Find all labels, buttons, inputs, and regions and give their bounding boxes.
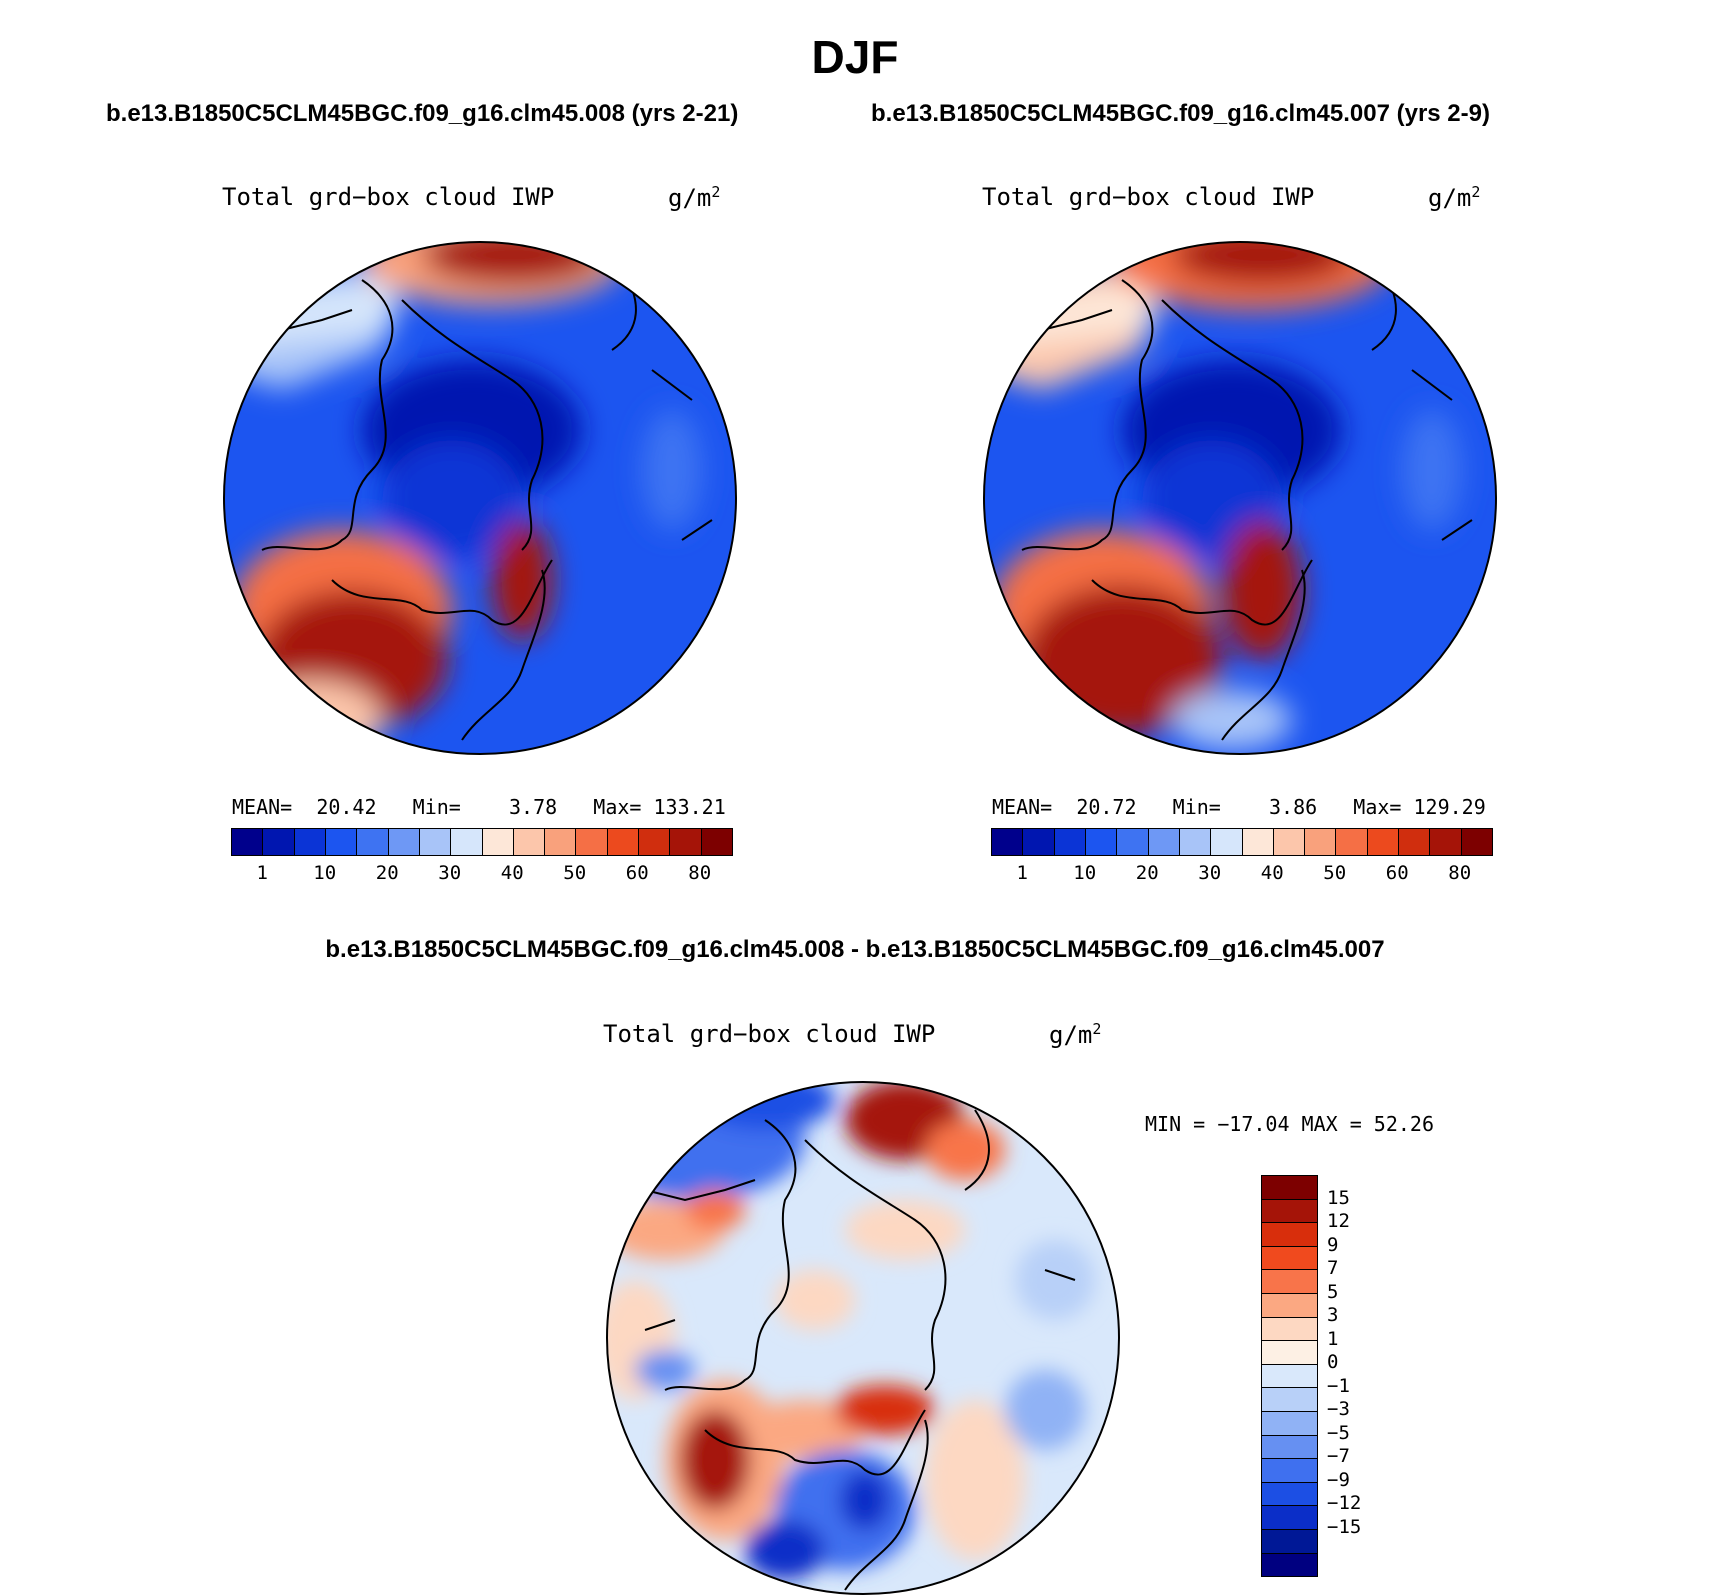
colorbar-swatch [1262, 1364, 1317, 1389]
colorbar-swatch [451, 829, 483, 855]
colorbar-swatch [607, 829, 640, 855]
colorbar-tick-label: 1 [1016, 862, 1028, 884]
polar-map-left [223, 241, 737, 755]
colorbar-tick-label: 12 [1327, 1210, 1350, 1233]
diff-colorbar [1261, 1175, 1318, 1577]
colorbar-swatch [1262, 1317, 1317, 1342]
diff-units-label: g/m2 [1049, 1020, 1102, 1049]
colorbar-swatch [1262, 1529, 1317, 1554]
colorbar-tick-label: 5 [1327, 1280, 1339, 1303]
colorbar-swatch [1262, 1506, 1317, 1530]
colorbar-swatch [1262, 1553, 1317, 1577]
colorbar-swatch [1085, 829, 1118, 855]
colorbar-tick-label: 20 [375, 862, 399, 884]
colorbar-tick-label: −9 [1327, 1468, 1350, 1491]
colorbar-tick-label: 40 [500, 862, 524, 884]
colorbar-tick-label: −1 [1327, 1374, 1350, 1397]
colorbar-tick-label: −5 [1327, 1421, 1350, 1444]
colorbar-tick-label: −7 [1327, 1445, 1350, 1468]
colorbar-swatch [992, 829, 1024, 855]
colorbar-tick-label: 10 [1073, 862, 1097, 884]
colorbar-swatch [670, 829, 702, 855]
colorbar-tick-label: 9 [1327, 1233, 1339, 1256]
colorbar-tick-label: 80 [1448, 862, 1472, 884]
variable-label-right: Total grd−box cloud IWP [982, 183, 1315, 211]
colorbar-swatch [1262, 1270, 1317, 1294]
colorbar-swatch [1262, 1223, 1317, 1247]
colorbar-swatch [1262, 1176, 1317, 1200]
case-title-left: b.e13.B1850C5CLM45BGC.f09_g16.clm45.008 … [106, 100, 739, 127]
colorbar-tick-label: 60 [625, 862, 649, 884]
colorbar-tick-label: 50 [1323, 862, 1347, 884]
stats-right: MEAN= 20.72 Min= 3.86 Max= 129.29 [992, 795, 1486, 819]
case-title-right: b.e13.B1850C5CLM45BGC.f09_g16.clm45.007 … [871, 100, 1490, 127]
colorbar-swatch [294, 829, 326, 855]
colorbar-tick-label: 7 [1327, 1257, 1339, 1280]
colorbar-swatch [325, 829, 358, 855]
diff-minmax: MIN = −17.04 MAX = 52.26 [1145, 1112, 1434, 1136]
colorbar-tick-label: 60 [1385, 862, 1409, 884]
colorbar-tick-label: 30 [1198, 862, 1222, 884]
colorbar-swatch [576, 829, 608, 855]
colorbar-tick-label: 40 [1260, 862, 1284, 884]
colorbar-swatch [1273, 829, 1306, 855]
colorbar-swatch [1367, 829, 1400, 855]
colorbar-right [991, 828, 1493, 856]
colorbar-swatch [1262, 1482, 1317, 1507]
colorbar-tick-label: 10 [313, 862, 337, 884]
colorbar-swatch [1262, 1341, 1317, 1365]
variable-label-left: Total grd−box cloud IWP [222, 183, 555, 211]
colorbar-tick-label: 1 [256, 862, 268, 884]
colorbar-swatch [419, 829, 452, 855]
colorbar-swatch [639, 829, 671, 855]
colorbar-swatch [1305, 829, 1337, 855]
colorbar-swatch [1242, 829, 1274, 855]
colorbar-tick-label: 1 [1327, 1327, 1339, 1350]
colorbar-swatch [388, 829, 420, 855]
colorbar-swatch [1262, 1411, 1317, 1436]
colorbar-tick-label: 20 [1135, 862, 1159, 884]
colorbar-swatch [1262, 1435, 1317, 1460]
main-title: DJF [811, 31, 899, 83]
diff-title: b.e13.B1850C5CLM45BGC.f09_g16.clm45.008 … [325, 936, 1385, 963]
colorbar-swatch [513, 829, 546, 855]
colorbar-tick-label: 50 [563, 862, 587, 884]
colorbar-swatch [1262, 1199, 1317, 1224]
stats-left: MEAN= 20.42 Min= 3.78 Max= 133.21 [232, 795, 726, 819]
colorbar-tick-label: 30 [438, 862, 462, 884]
units-label-right: g/m2 [1428, 183, 1481, 212]
colorbar-swatch [1148, 829, 1180, 855]
colorbar-swatch [1262, 1459, 1317, 1483]
colorbar-swatch [1461, 829, 1492, 855]
colorbar-swatch [545, 829, 577, 855]
colorbar-tick-label: −3 [1327, 1398, 1350, 1421]
colorbar-swatch [482, 829, 514, 855]
polar-map-right [983, 241, 1497, 755]
colorbar-swatch [1262, 1388, 1317, 1412]
colorbar-swatch [1262, 1293, 1317, 1318]
units-label-left: g/m2 [668, 183, 721, 212]
colorbar-tick-label: 15 [1327, 1186, 1350, 1209]
colorbar-tick-label: 80 [688, 862, 712, 884]
colorbar-swatch [1211, 829, 1243, 855]
colorbar-left [231, 828, 733, 856]
diff-variable-label: Total grd−box cloud IWP [603, 1020, 936, 1048]
colorbar-swatch [1430, 829, 1462, 855]
colorbar-tick-label: 3 [1327, 1304, 1339, 1327]
colorbar-tick-label: −15 [1327, 1515, 1362, 1538]
colorbar-swatch [701, 829, 732, 855]
colorbar-swatch [263, 829, 295, 855]
colorbar-swatch [1262, 1246, 1317, 1271]
colorbar-tick-label: −12 [1327, 1492, 1362, 1515]
colorbar-swatch [1023, 829, 1055, 855]
colorbar-swatch [1179, 829, 1212, 855]
colorbar-swatch [1054, 829, 1086, 855]
polar-map-diff [606, 1081, 1120, 1595]
colorbar-swatch [232, 829, 264, 855]
colorbar-swatch [1399, 829, 1431, 855]
colorbar-swatch [1336, 829, 1368, 855]
colorbar-swatch [1117, 829, 1149, 855]
colorbar-tick-label: 0 [1327, 1351, 1339, 1374]
colorbar-swatch [357, 829, 389, 855]
